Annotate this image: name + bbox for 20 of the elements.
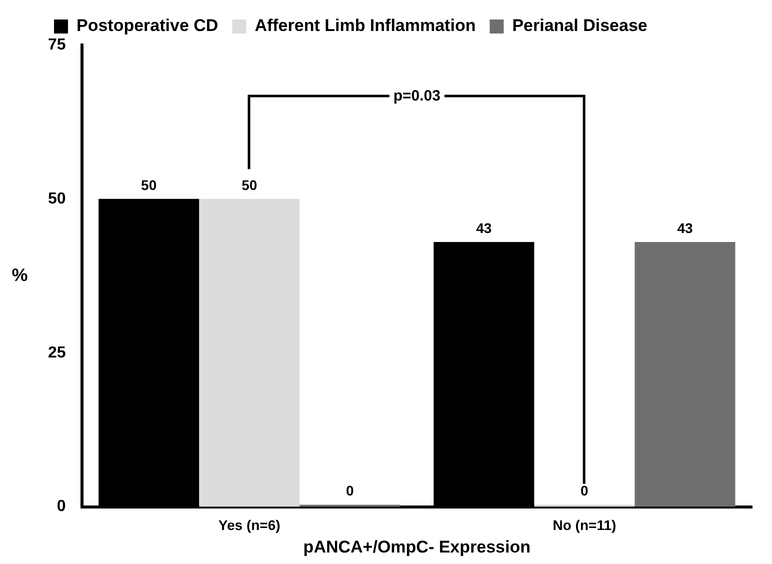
y-axis-title: % (12, 264, 28, 285)
legend-label: Afferent Limb Inflammation (254, 16, 476, 36)
bar (199, 198, 300, 507)
data-label: 0 (580, 482, 589, 499)
x-tick-label: Yes (n=6) (218, 517, 280, 534)
y-tick-label: 0 (56, 498, 66, 516)
data-label: 43 (677, 220, 693, 236)
legend-label: Postoperative CD (76, 16, 218, 36)
legend-label: Perianal Disease (512, 16, 648, 36)
data-label: 50 (242, 176, 258, 193)
annotation: p=0.03 (389, 87, 444, 104)
y-tick-label: 75 (48, 36, 66, 54)
data-label: 43 (476, 220, 492, 236)
bar (634, 242, 736, 507)
x-tick-label: No (n=11) (552, 517, 616, 534)
y-tick-label: 50 (48, 190, 66, 208)
y-tick-label: 25 (48, 344, 66, 362)
data-label: 0 (346, 482, 354, 499)
data-label: 50 (141, 176, 157, 193)
x-axis-title: pANCA+/OmpC- Expression (303, 537, 530, 556)
